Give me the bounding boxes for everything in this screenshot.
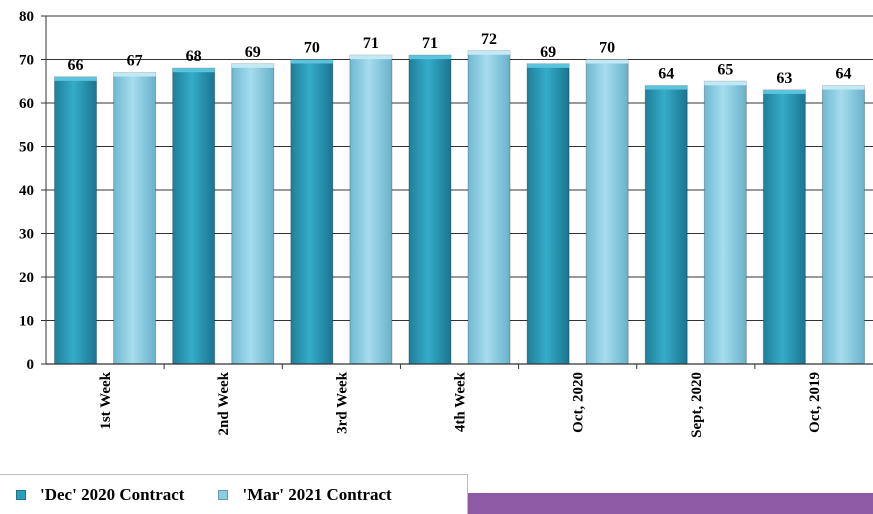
bar <box>54 76 98 365</box>
bar-body <box>54 76 98 365</box>
data-label: 70 <box>304 40 320 57</box>
bar-body <box>526 63 570 365</box>
bar-top-bevel <box>172 68 215 73</box>
x-category-label: 2nd Week <box>216 371 232 435</box>
bars <box>54 50 865 365</box>
x-category-label: 4th Week <box>453 371 469 432</box>
legend-swatch-dec-2020 <box>16 489 26 500</box>
gridlines <box>41 15 873 365</box>
y-tick-label: 60 <box>19 96 34 112</box>
bar-body <box>290 59 334 365</box>
legend-label-mar-2021: 'Mar' 2021 Contract <box>242 484 392 504</box>
bar-body <box>113 72 157 365</box>
y-tick-label: 50 <box>19 140 34 156</box>
x-axis-categories: 1st Week 2nd Week 3rd Week 4th Week Oct, 202… <box>98 371 823 437</box>
bar-body <box>585 59 629 365</box>
bar <box>172 67 216 365</box>
y-tick-label: 70 <box>19 53 34 69</box>
data-label: 69 <box>540 44 556 61</box>
bar <box>231 63 275 365</box>
data-label: 67 <box>127 53 143 70</box>
bar <box>113 72 157 365</box>
bar <box>349 54 393 365</box>
bar <box>467 50 511 365</box>
data-label: 65 <box>717 61 733 78</box>
axes <box>45 16 873 369</box>
y-tick-label: 20 <box>19 270 34 286</box>
legend-item-dec-2020: 'Dec' 2020 Contract <box>16 485 184 505</box>
bar <box>703 80 747 365</box>
y-axis-ticks: 0 10 20 30 40 50 60 70 80 <box>19 9 34 373</box>
bar <box>762 89 806 365</box>
bar-top-bevel <box>468 50 511 55</box>
data-label: 64 <box>658 66 674 83</box>
bar-body <box>762 89 806 365</box>
legend: 'Dec' 2020 Contract 'Mar' 2021 Contract <box>0 474 468 514</box>
bar-body <box>467 50 511 365</box>
data-label: 71 <box>363 35 379 52</box>
data-label: 64 <box>835 66 851 83</box>
y-tick-label: 80 <box>19 9 34 25</box>
data-label: 71 <box>422 35 438 52</box>
bar-top-bevel <box>763 89 806 94</box>
bar-top-bevel <box>645 85 688 90</box>
legend-label-dec-2020: 'Dec' 2020 Contract <box>40 484 185 504</box>
bar-top-bevel <box>586 59 629 64</box>
bar <box>408 54 452 365</box>
x-category-label: Sept, 2020 <box>689 372 705 438</box>
x-category-label: 3rd Week <box>334 371 350 433</box>
bar-top-bevel <box>290 59 333 64</box>
data-label: 68 <box>186 48 202 65</box>
data-label: 70 <box>599 40 615 57</box>
bar-top-bevel <box>113 72 156 77</box>
x-category-label: Oct, 2019 <box>807 372 823 433</box>
bar <box>526 63 570 365</box>
bar-chart: 0 10 20 30 40 50 60 70 80 66 67 68 69 70 71 71 72 69 70 64… <box>19 9 873 438</box>
bar <box>821 85 865 365</box>
legend-swatch-mar-2021 <box>218 489 229 500</box>
bar-body <box>644 85 688 365</box>
bar-body <box>231 63 275 365</box>
legend-item-mar-2021: 'Mar' 2021 Contract <box>218 484 392 505</box>
bar <box>585 59 629 365</box>
bar-top-bevel <box>527 63 570 68</box>
bar-body <box>821 85 865 365</box>
y-tick-label: 30 <box>19 227 34 243</box>
data-label: 72 <box>481 31 497 48</box>
y-tick-label: 40 <box>19 183 34 199</box>
data-labels: 66 67 68 69 70 71 71 72 69 70 64 65 63 64 <box>68 31 852 87</box>
bar-top-bevel <box>349 55 392 60</box>
bar-top-bevel <box>704 81 747 86</box>
decorative-band <box>468 493 873 514</box>
bar-body <box>408 54 452 365</box>
x-category-label: Oct, 2020 <box>571 372 587 433</box>
bar-top-bevel <box>408 55 451 60</box>
y-tick-label: 0 <box>27 357 35 373</box>
x-category-label: 1st Week <box>98 371 114 429</box>
bar <box>644 85 688 365</box>
bar-body <box>172 67 216 365</box>
bar <box>290 59 334 365</box>
data-label: 66 <box>68 57 84 74</box>
bar-top-bevel <box>54 76 97 81</box>
bar-body <box>703 80 747 365</box>
y-tick-label: 10 <box>19 314 34 330</box>
data-label: 63 <box>776 70 792 87</box>
data-label: 69 <box>245 44 261 61</box>
bar-top-bevel <box>231 63 274 68</box>
bar-top-bevel <box>822 85 865 90</box>
bar-body <box>349 54 393 365</box>
